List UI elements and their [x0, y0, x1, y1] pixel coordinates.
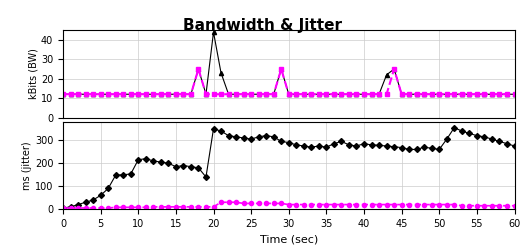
- Y-axis label: kBits (BW): kBits (BW): [28, 48, 38, 99]
- X-axis label: Time (sec): Time (sec): [260, 234, 318, 244]
- Text: Bandwidth & Jitter: Bandwidth & Jitter: [183, 18, 342, 33]
- Y-axis label: ms (jitter): ms (jitter): [22, 141, 32, 190]
